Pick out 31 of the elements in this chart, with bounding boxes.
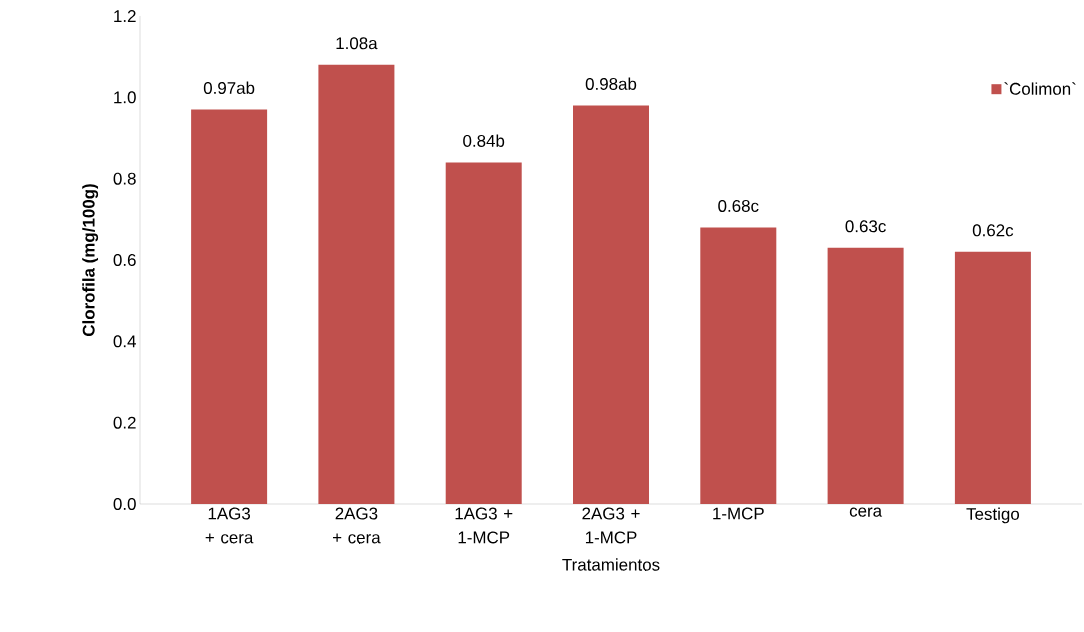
data-label: 0.84b	[463, 134, 505, 147]
x-tick-label: 2AG3 + 1-MCP	[582, 507, 640, 544]
bar	[573, 105, 649, 504]
y-tick-label: 0.8	[113, 172, 136, 185]
x-tick-label: 2AG3 + cera	[333, 507, 381, 544]
legend-label: `Colimon`	[1004, 82, 1076, 95]
x-tick-label: Testigo	[966, 507, 1020, 524]
x-axis-title: Tratamientos	[562, 558, 660, 571]
data-label: 0.62c	[972, 224, 1014, 237]
y-tick-label: 1.2	[114, 10, 136, 22]
y-tick-label: 0.4	[113, 335, 136, 348]
y-tick-label: 0.6	[113, 254, 136, 266]
x-tick-label: 1AG3 + 1-MCP	[455, 507, 513, 544]
bar	[827, 247, 904, 504]
data-label: 0.68c	[718, 199, 759, 212]
bar	[318, 64, 395, 504]
bar	[445, 162, 522, 504]
y-axis-title: Clorofila (mg/100g)	[82, 184, 99, 336]
data-label: 0.97ab	[203, 81, 255, 95]
x-tick-label: 1-MCP	[713, 507, 764, 520]
data-label: 1.08a	[336, 37, 378, 50]
bar	[954, 251, 1031, 504]
bar	[191, 109, 268, 504]
data-label: 0.63c	[845, 220, 886, 233]
bar	[700, 227, 777, 504]
data-label: 0.98ab	[585, 77, 637, 90]
x-tick-label: cera	[849, 507, 883, 517]
y-tick-label: 0.2	[113, 416, 136, 429]
y-tick-label: 1.0	[114, 91, 136, 104]
y-tick-label: 0.0	[113, 498, 136, 510]
x-tick-label: 1AG3 + cera	[205, 507, 254, 544]
